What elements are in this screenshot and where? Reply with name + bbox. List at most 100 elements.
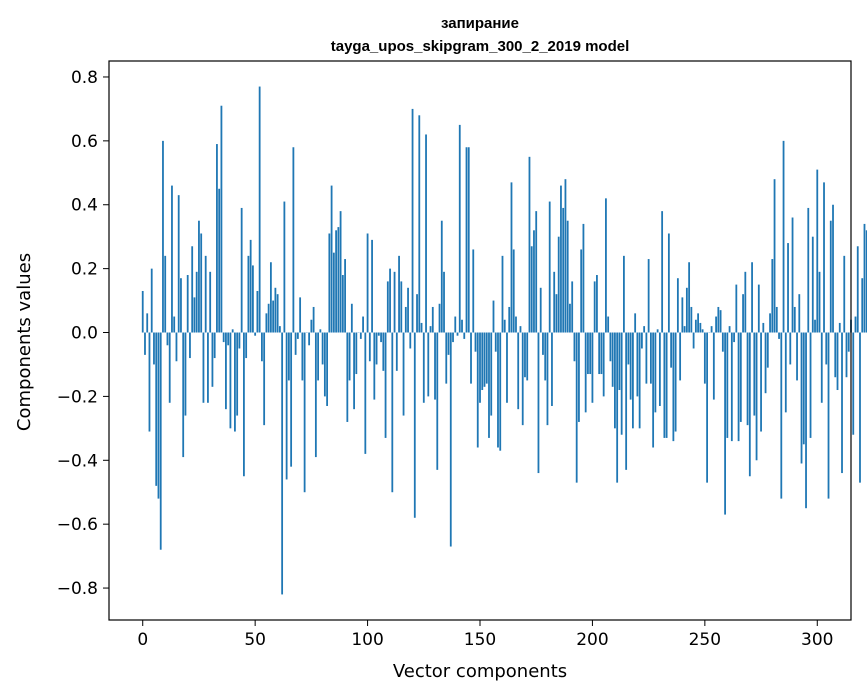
bar bbox=[787, 243, 789, 333]
bar bbox=[449, 332, 452, 547]
bar bbox=[171, 185, 173, 333]
bar bbox=[535, 211, 538, 333]
bar bbox=[859, 332, 861, 483]
bar bbox=[269, 262, 272, 333]
bar bbox=[254, 332, 257, 336]
y-tick-label: −0.8 bbox=[57, 579, 98, 599]
bar bbox=[247, 255, 250, 333]
bar bbox=[616, 332, 619, 483]
bar bbox=[679, 332, 682, 381]
bar bbox=[395, 332, 398, 371]
bar bbox=[717, 306, 720, 333]
bar bbox=[218, 188, 221, 333]
bar bbox=[348, 332, 351, 381]
bar bbox=[490, 332, 493, 416]
bar bbox=[191, 246, 194, 333]
bar bbox=[353, 332, 355, 410]
bar bbox=[798, 294, 801, 333]
bar bbox=[413, 332, 416, 518]
bar bbox=[530, 246, 533, 333]
bar bbox=[829, 220, 832, 333]
bar bbox=[209, 271, 212, 333]
bar bbox=[706, 332, 708, 483]
bar bbox=[566, 220, 569, 333]
bar bbox=[501, 255, 504, 333]
bar bbox=[771, 259, 774, 333]
bar bbox=[301, 332, 304, 381]
bar bbox=[278, 326, 281, 333]
bar bbox=[600, 332, 603, 375]
bar bbox=[762, 322, 765, 333]
bar bbox=[629, 332, 632, 400]
bar bbox=[737, 332, 740, 442]
bar bbox=[636, 332, 639, 397]
bar bbox=[865, 230, 867, 333]
bar bbox=[710, 326, 713, 333]
bar bbox=[667, 233, 670, 333]
bar bbox=[314, 332, 317, 458]
bar bbox=[189, 332, 191, 359]
bar bbox=[593, 281, 596, 333]
bar bbox=[712, 332, 715, 400]
bar bbox=[832, 204, 834, 333]
bar bbox=[332, 252, 335, 333]
bar bbox=[148, 332, 151, 432]
bar bbox=[141, 290, 144, 333]
bar bbox=[645, 332, 648, 384]
bar bbox=[589, 332, 592, 375]
bar bbox=[281, 332, 284, 595]
y-tick-label: −0.6 bbox=[57, 515, 98, 535]
bar bbox=[463, 332, 466, 339]
y-tick-label: −0.4 bbox=[57, 451, 98, 471]
bar bbox=[521, 332, 524, 426]
bar bbox=[434, 332, 436, 400]
bar bbox=[811, 236, 814, 333]
x-tick-label: 50 bbox=[244, 630, 266, 650]
bar bbox=[852, 332, 855, 435]
x-axis-ticks: 0 50 100 150 200 250 300 bbox=[137, 620, 833, 650]
bar bbox=[272, 300, 275, 333]
bar bbox=[557, 236, 560, 333]
bar bbox=[602, 332, 605, 397]
bar bbox=[310, 319, 313, 333]
bar bbox=[701, 329, 704, 333]
bar bbox=[344, 259, 346, 333]
bar bbox=[692, 332, 695, 349]
bar bbox=[467, 147, 470, 333]
bar bbox=[431, 306, 434, 333]
bar bbox=[488, 332, 490, 438]
bar bbox=[658, 332, 661, 406]
bar bbox=[814, 319, 816, 333]
bar bbox=[510, 182, 513, 333]
bar bbox=[362, 316, 364, 333]
bar bbox=[512, 249, 515, 333]
bar bbox=[386, 281, 389, 333]
bar bbox=[791, 217, 794, 333]
bar bbox=[146, 313, 149, 333]
bar bbox=[440, 220, 443, 333]
bar bbox=[715, 316, 717, 333]
bar bbox=[746, 332, 749, 426]
bar bbox=[656, 329, 659, 333]
bar bbox=[542, 332, 544, 355]
bar bbox=[465, 147, 468, 333]
bar bbox=[245, 332, 248, 359]
bar bbox=[240, 207, 243, 333]
bar bbox=[445, 332, 448, 384]
bar bbox=[287, 332, 290, 381]
bar bbox=[800, 332, 803, 464]
y-axis-ticks: −0.8 −0.6 −0.4 −0.2 0.0 0.2 0.4 0.6 0.8 bbox=[57, 68, 109, 599]
bar bbox=[647, 259, 650, 333]
bar bbox=[773, 179, 776, 333]
y-tick-label: 0.2 bbox=[71, 260, 98, 280]
bar bbox=[150, 268, 153, 333]
bar bbox=[371, 239, 373, 333]
bar bbox=[845, 332, 848, 378]
bar bbox=[175, 332, 178, 362]
bar bbox=[560, 185, 562, 333]
chart-subtitle: tayga_upos_skipgram_300_2_2019 model bbox=[331, 38, 630, 55]
x-tick-label: 200 bbox=[576, 630, 608, 650]
bar bbox=[753, 332, 756, 416]
bar bbox=[335, 230, 337, 333]
bar bbox=[816, 169, 819, 333]
